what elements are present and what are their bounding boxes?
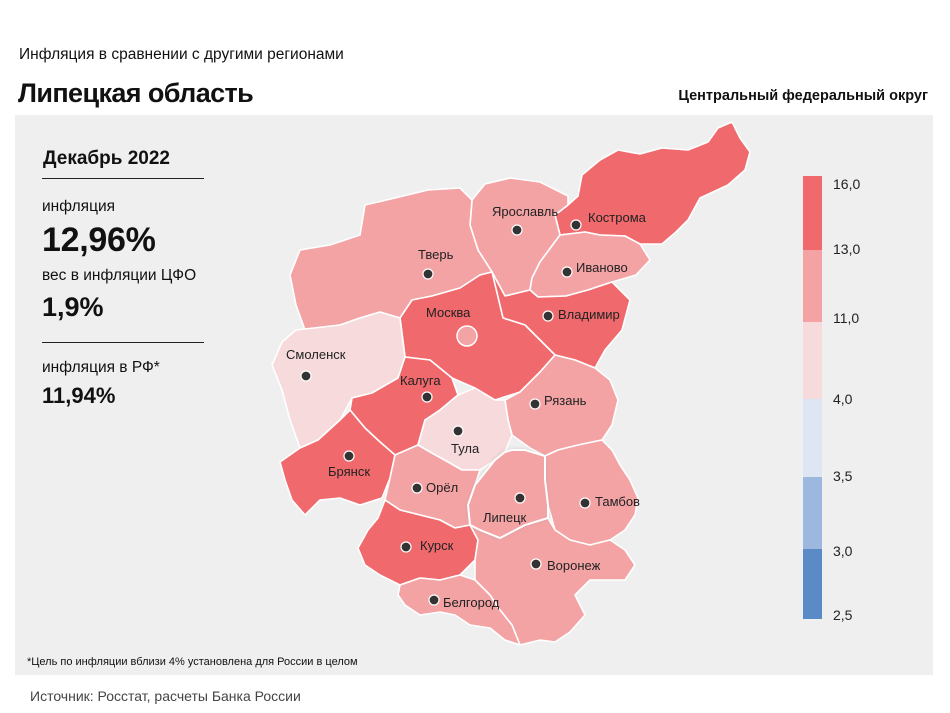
city-dot: [343, 450, 355, 462]
region-label: Тула: [451, 441, 480, 456]
city-dot: [579, 497, 591, 509]
legend-bin-11-13: [803, 250, 822, 322]
city-dot: [530, 558, 542, 570]
city-dot: [452, 425, 464, 437]
region-label: Брянск: [328, 464, 370, 479]
city-dot: [561, 266, 573, 278]
weight-value: 1,9%: [42, 292, 104, 322]
rf-inflation-label: инфляция в РФ*: [42, 359, 160, 376]
chart-subtitle: Инфляция в сравнении с другими регионами: [19, 46, 344, 63]
region-label: Москва: [426, 305, 471, 320]
source-note: Источник: Росстат, расчеты Банка России: [30, 688, 301, 704]
color-legend: 16,0 13,0 11,0 4,0 3,5 3,0 2,5: [803, 176, 860, 623]
legend-tick: 2,5: [833, 607, 853, 623]
region-label: Владимир: [558, 307, 620, 322]
legend-tick: 16,0: [833, 176, 860, 192]
region-lipetsk[interactable]: [466, 449, 549, 540]
city-dot: [421, 391, 433, 403]
legend-tick: 13,0: [833, 241, 860, 257]
weight-label: вес в инфляции ЦФО: [42, 267, 197, 284]
divider: [42, 178, 204, 179]
divider: [42, 342, 204, 343]
city-dot: [542, 310, 554, 322]
region-label: Белгород: [443, 595, 500, 610]
region-tula[interactable]: [417, 387, 513, 471]
footnote: *Цель по инфляции вблизи 4% установлена …: [27, 656, 358, 668]
stats-block: Декабрь 2022 инфляция 12,96% вес в инфля…: [42, 148, 204, 409]
region-label: Орёл: [426, 480, 458, 495]
city-dot: [570, 219, 582, 231]
city-dot: [529, 398, 541, 410]
period-label: Декабрь 2022: [43, 148, 170, 169]
city-dot: [511, 224, 523, 236]
region-tambov[interactable]: [544, 439, 639, 546]
region-label: Курск: [420, 538, 454, 553]
region-label: Липецк: [483, 510, 527, 525]
region-label: Иваново: [576, 260, 628, 275]
legend-tick: 3,5: [833, 468, 853, 484]
region-label: Воронеж: [547, 558, 601, 573]
rf-inflation-value: 11,94%: [42, 383, 116, 408]
page-title: Липецкая область: [18, 78, 254, 108]
moscow-city-marker: [456, 325, 478, 347]
legend-bin-35-4: [803, 399, 822, 477]
city-dot: [400, 541, 412, 553]
region-belgorod[interactable]: [397, 574, 521, 646]
district-label: Центральный федеральный округ: [678, 88, 928, 104]
city-dot: [514, 492, 526, 504]
region-label: Тверь: [418, 247, 454, 262]
legend-bin-25-3: [803, 549, 822, 619]
city-dot: [428, 594, 440, 606]
city-dot: [411, 482, 423, 494]
region-kostroma[interactable]: [554, 121, 751, 245]
legend-tick: 4,0: [833, 391, 853, 407]
legend-bin-13-16: [803, 176, 822, 250]
region-label: Калуга: [400, 373, 441, 388]
inflation-value: 12,96%: [42, 221, 156, 259]
region-label: Кострома: [588, 210, 647, 225]
legend-bin-3-35: [803, 477, 822, 549]
region-label: Тамбов: [595, 494, 640, 509]
region-label: Смоленск: [286, 347, 346, 362]
legend-tick: 3,0: [833, 543, 853, 559]
city-dot: [300, 370, 312, 382]
inflation-label: инфляция: [42, 198, 115, 215]
region-label: Ярославль: [492, 204, 558, 219]
legend-bin-4-11: [803, 322, 822, 399]
region-label: Рязань: [544, 393, 587, 408]
legend-tick: 11,0: [833, 310, 859, 326]
region-bryansk[interactable]: [279, 409, 396, 516]
city-dot: [422, 268, 434, 280]
